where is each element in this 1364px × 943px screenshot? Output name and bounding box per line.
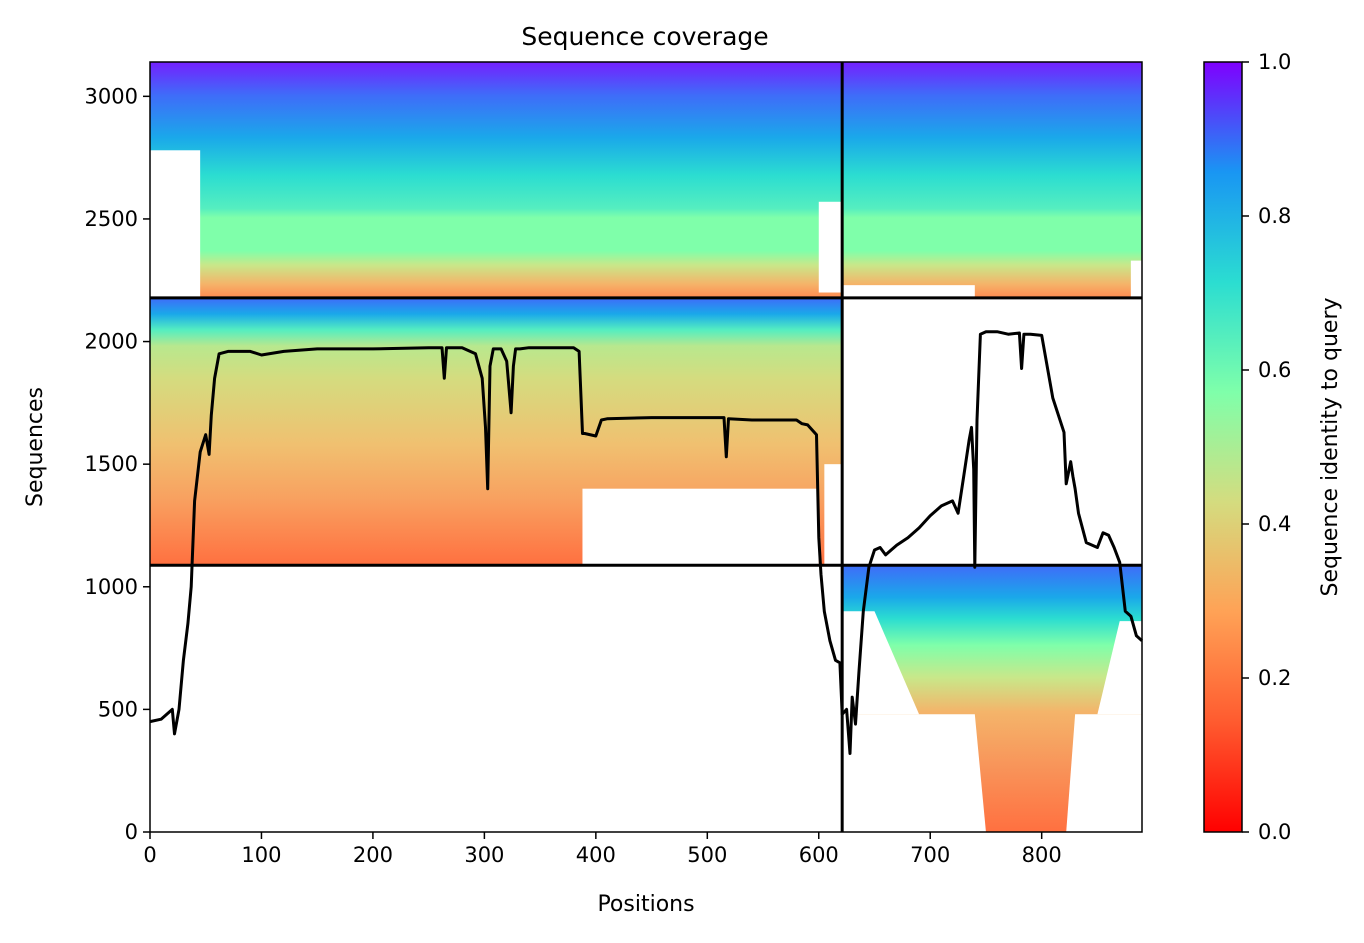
colorbar-tick-label: 0.4 (1258, 512, 1291, 536)
msa-gap (818, 201, 843, 293)
msa-block (150, 62, 843, 298)
colorbar: 0.0 0.2 0.4 0.6 0.8 1.0 Sequence identity to … (1203, 50, 1343, 844)
plot-area (149, 61, 1143, 833)
colorbar-ticks: 0.0 0.2 0.4 0.6 0.8 1.0 (1242, 50, 1291, 844)
msa-gap (582, 488, 819, 566)
x-tick-label: 700 (910, 843, 950, 867)
x-axis-ticks: 0 100 200 300 400 500 600 700 800 (143, 832, 1062, 867)
y-axis-ticks: 0 500 1000 1500 2000 2500 3000 (85, 84, 150, 844)
colorbar-tick-label: 0.0 (1258, 820, 1291, 844)
msa-gap (1097, 621, 1142, 715)
chart-title: Sequence coverage (521, 22, 768, 51)
coverage-line (149, 330, 1143, 755)
y-tick-label: 3000 (85, 84, 138, 108)
y-axis-label: Sequences (23, 387, 48, 507)
msa-gap (842, 285, 975, 298)
y-tick-label: 2500 (85, 207, 138, 231)
msa-gap (842, 714, 986, 832)
y-tick-label: 2000 (85, 330, 138, 354)
msa-gap (1066, 714, 1142, 832)
x-axis-label: Positions (597, 892, 694, 917)
colorbar-tick-label: 1.0 (1258, 50, 1291, 74)
x-tick-label: 200 (353, 843, 393, 867)
msa-gap (150, 150, 201, 298)
x-tick-label: 600 (799, 843, 839, 867)
colorbar-tick-label: 0.6 (1258, 358, 1291, 382)
x-tick-label: 0 (143, 843, 156, 867)
x-tick-label: 400 (576, 843, 616, 867)
empty-region (842, 297, 1142, 566)
msa-block (842, 62, 1142, 298)
x-tick-label: 100 (241, 843, 281, 867)
msa-gap (1130, 260, 1142, 298)
y-tick-label: 1000 (85, 575, 138, 599)
y-tick-label: 0 (125, 820, 138, 844)
plot-frame (149, 61, 1143, 833)
msa-gap (824, 464, 843, 566)
colorbar-label: Sequence identity to query (1318, 297, 1343, 596)
y-tick-label: 1500 (85, 452, 138, 476)
msa-blocks (150, 62, 1142, 832)
x-tick-label: 500 (687, 843, 727, 867)
empty-region (150, 565, 843, 832)
x-tick-label: 800 (1022, 843, 1062, 867)
x-tick-label: 300 (464, 843, 504, 867)
colorbar-tick-label: 0.2 (1258, 666, 1291, 690)
colorbar-tick-label: 0.8 (1258, 204, 1291, 228)
colorbar-gradient (1203, 61, 1243, 833)
y-tick-label: 500 (98, 697, 138, 721)
